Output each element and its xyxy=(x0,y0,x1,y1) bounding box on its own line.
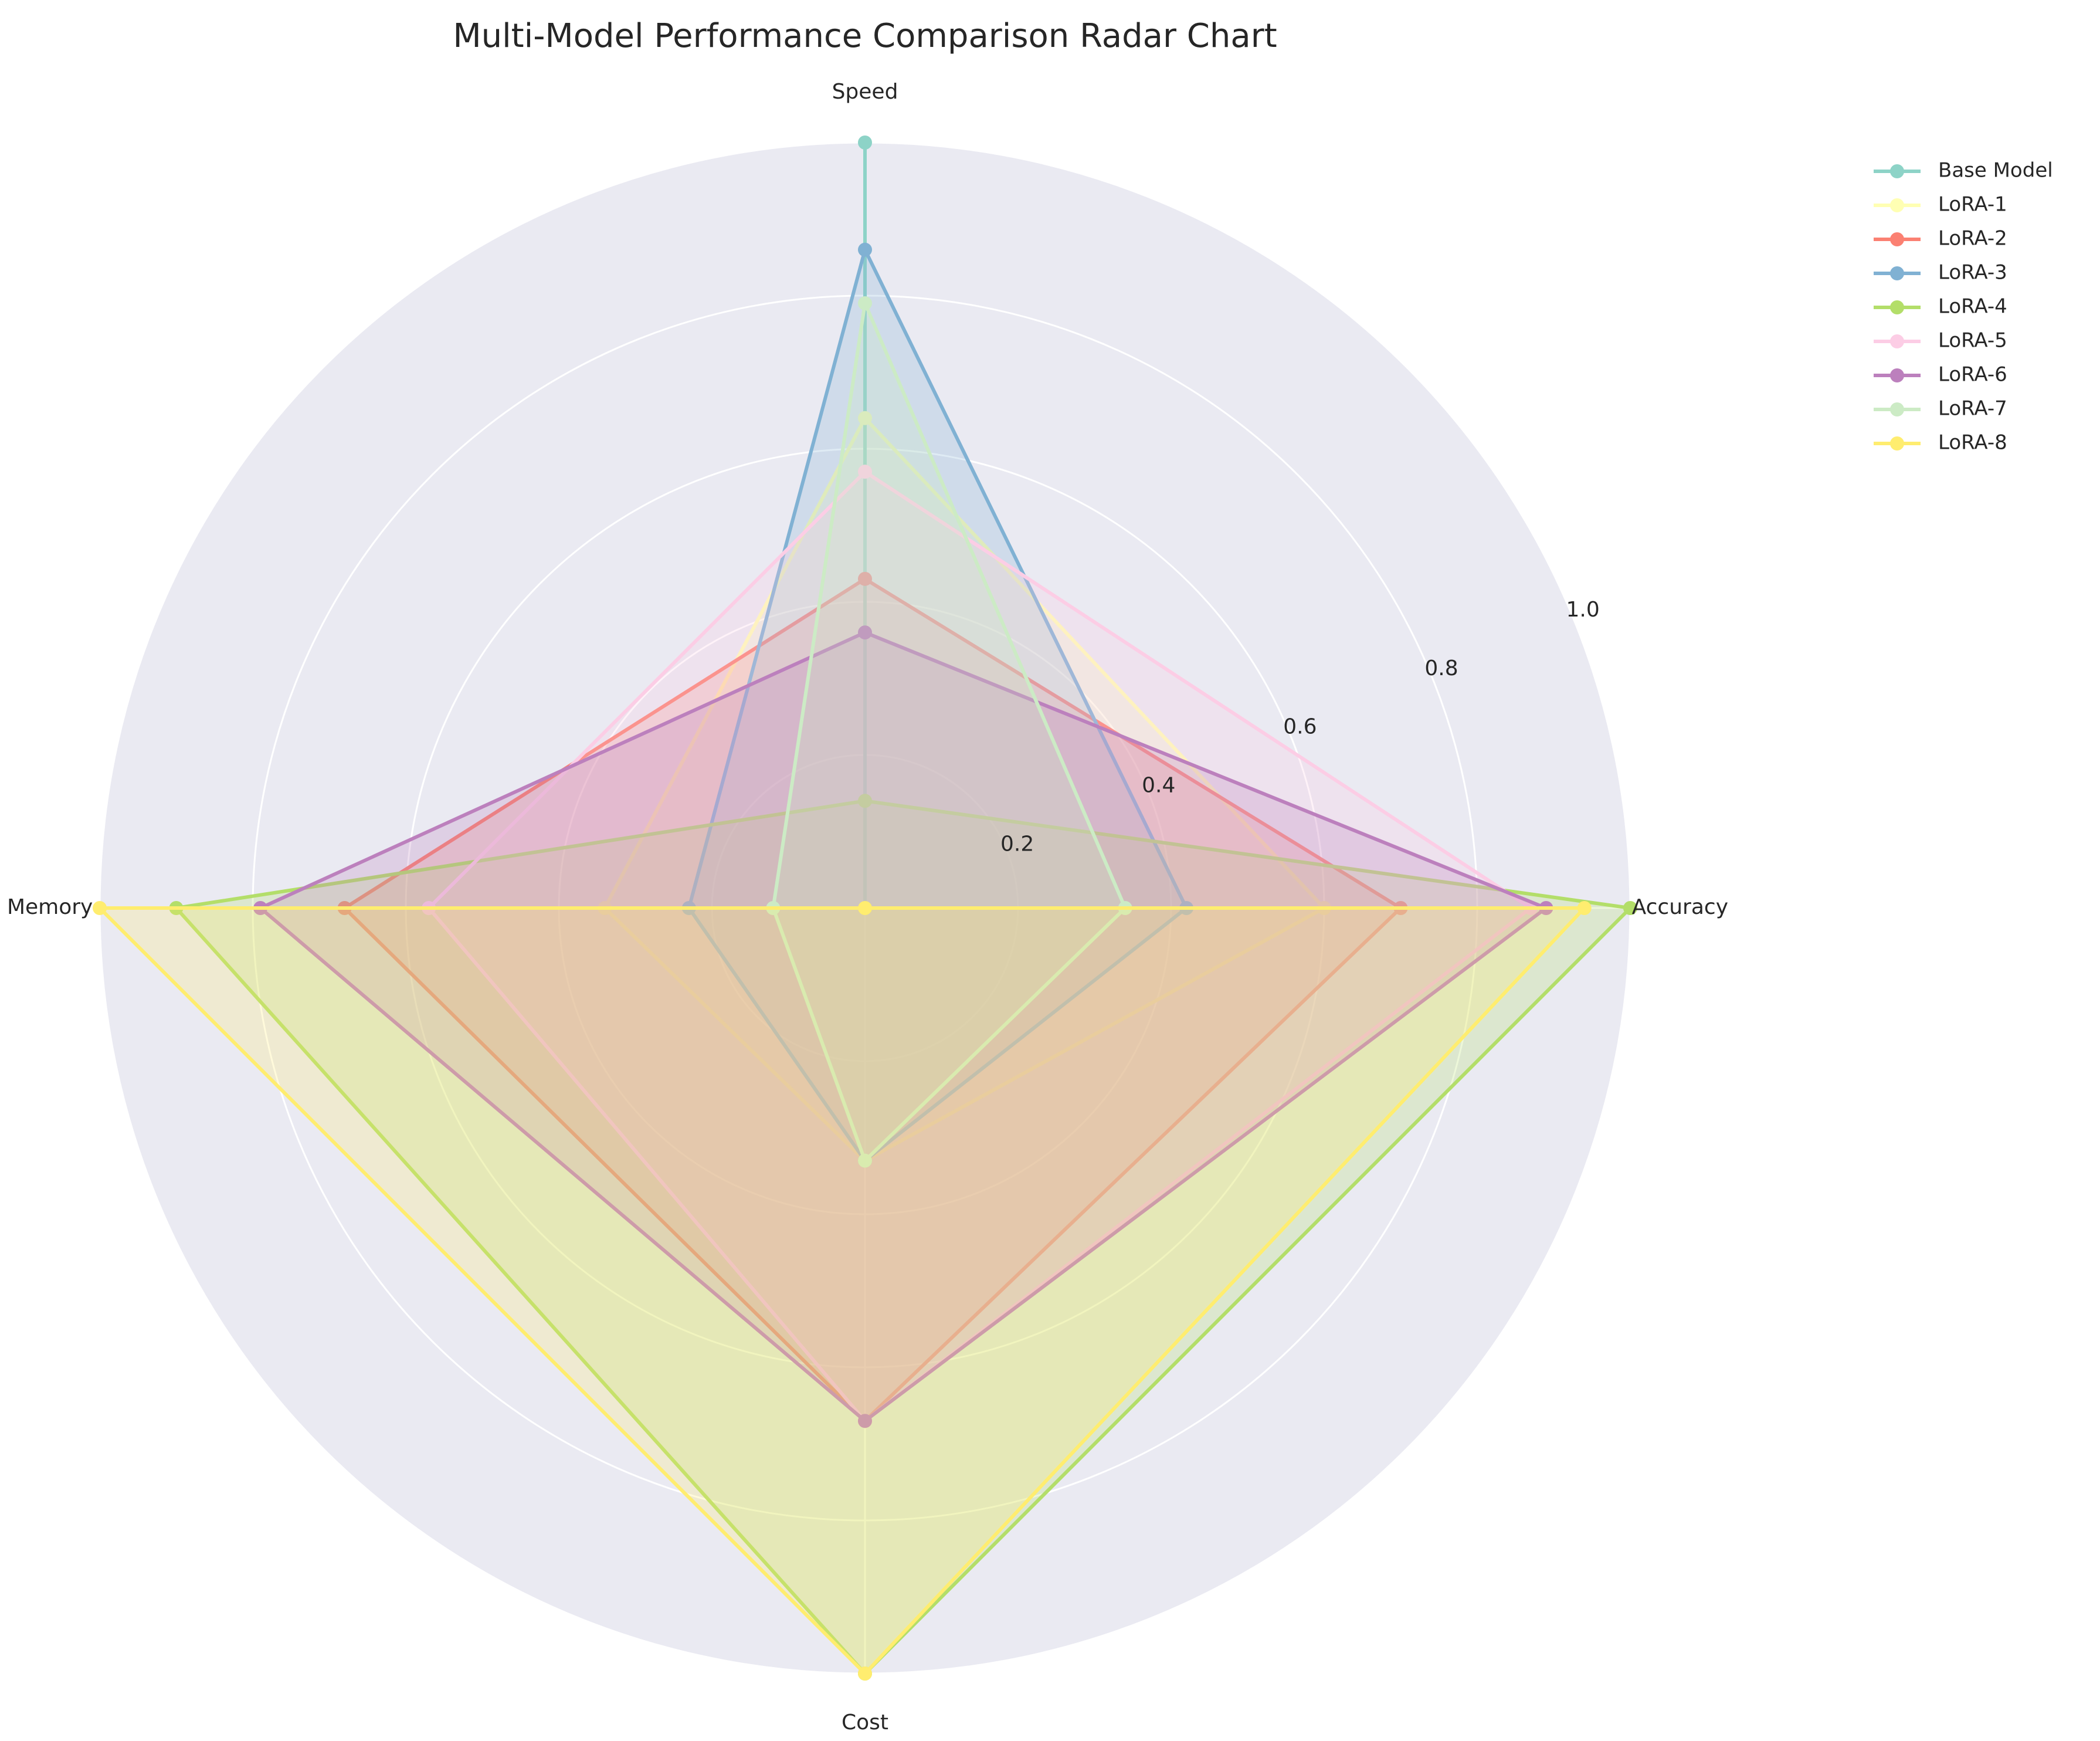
series-fill-lora-7 xyxy=(773,303,1125,1161)
series-fill-lora-2 xyxy=(344,578,1401,1421)
legend-item-lora-7: LoRA-7 xyxy=(1874,397,2007,421)
legend-swatch-marker xyxy=(1890,198,1904,212)
point-base-model-speed xyxy=(858,136,872,150)
point-lora-4-speed xyxy=(858,794,872,808)
legend-label: LoRA-8 xyxy=(1938,431,2007,455)
point-lora-5-speed xyxy=(858,465,872,479)
radial-tick-3: 0.8 xyxy=(1424,656,1458,680)
series-fill-lora-3 xyxy=(688,249,1187,1161)
series-fill-lora-6 xyxy=(260,632,1546,1421)
legend-item-lora-3: LoRA-3 xyxy=(1874,261,2007,284)
legend-swatch-marker xyxy=(1890,436,1904,451)
axis-label-memory: Memory xyxy=(7,895,93,919)
point-lora-8-speed xyxy=(858,901,872,915)
legend-swatch-marker xyxy=(1890,334,1904,348)
legend-label: LoRA-5 xyxy=(1938,329,2007,353)
axis-label-speed: Speed xyxy=(832,80,898,104)
point-lora-4-accuracy xyxy=(1623,901,1637,915)
radial-tick-2: 0.6 xyxy=(1283,715,1317,739)
legend-swatch-marker xyxy=(1890,368,1904,382)
point-lora-2-speed xyxy=(858,571,872,586)
radial-tick-labels: 0.2 0.4 0.6 0.8 1.0 xyxy=(1000,598,1600,856)
legend-swatch-marker xyxy=(1890,232,1904,246)
legend-swatch-marker xyxy=(1890,266,1904,280)
point-lora-6-speed xyxy=(858,625,872,640)
legend-label: LoRA-4 xyxy=(1938,295,2007,319)
radial-tick-1: 0.4 xyxy=(1142,774,1175,798)
series-fill-lora-5 xyxy=(429,472,1531,1421)
axis-label-accuracy: Accuracy xyxy=(1632,895,1728,919)
legend-swatch-marker xyxy=(1890,300,1904,314)
legend-item-lora-5: LoRA-5 xyxy=(1874,329,2007,353)
legend-label: LoRA-7 xyxy=(1938,397,2007,421)
axis-labels: Accuracy Speed Memory Cost xyxy=(7,80,1728,1735)
series-lora-8 xyxy=(93,901,1592,1681)
legend-label: LoRA-6 xyxy=(1938,363,2007,387)
point-lora-7-speed xyxy=(858,296,872,311)
legend: Base Model LoRA-1 LoRA-2 LoRA-3 LoRA-4 LoRA-5… xyxy=(1874,159,2053,455)
series-fill-lora-8 xyxy=(100,908,1585,1674)
point-lora-1-speed xyxy=(858,411,872,425)
series-fill-lora-1 xyxy=(605,418,1324,1161)
legend-swatch-marker xyxy=(1890,402,1904,416)
legend-item-base-model: Base Model xyxy=(1874,159,2053,182)
radial-tick-0: 0.2 xyxy=(1000,832,1034,856)
legend-swatch-marker xyxy=(1890,164,1904,178)
point-lora-8-accuracy xyxy=(1577,901,1592,915)
legend-item-lora-8: LoRA-8 xyxy=(1874,431,2007,455)
point-lora-8-memory xyxy=(93,901,107,915)
point-lora-6-cost xyxy=(858,1414,872,1428)
legend-label: Base Model xyxy=(1938,159,2053,182)
series-layer xyxy=(93,136,1637,1681)
legend-item-lora-6: LoRA-6 xyxy=(1874,363,2007,387)
point-lora-7-cost xyxy=(858,1153,872,1168)
legend-label: LoRA-1 xyxy=(1938,193,2007,216)
legend-label: LoRA-2 xyxy=(1938,227,2007,250)
axis-label-cost: Cost xyxy=(842,1710,888,1735)
legend-item-lora-1: LoRA-1 xyxy=(1874,193,2007,216)
point-lora-8-cost xyxy=(858,1667,872,1681)
point-lora-3-speed xyxy=(858,242,872,257)
chart-title: Multi-Model Performance Comparison Radar… xyxy=(453,17,1277,55)
radial-tick-4: 1.0 xyxy=(1566,598,1600,622)
legend-item-lora-2: LoRA-2 xyxy=(1874,227,2007,250)
legend-item-lora-4: LoRA-4 xyxy=(1874,295,2007,319)
legend-label: LoRA-3 xyxy=(1938,261,2007,284)
series-fill-lora-4 xyxy=(176,801,1630,1674)
